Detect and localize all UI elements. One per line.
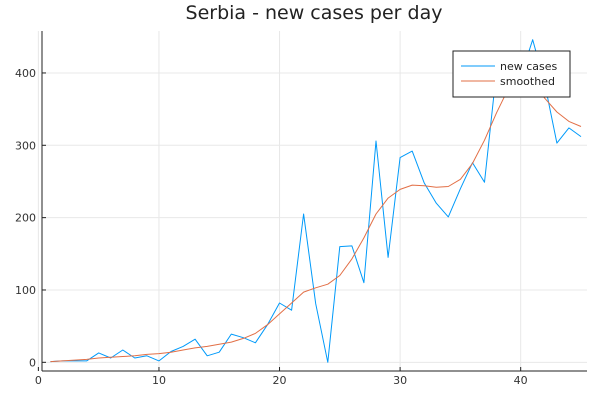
x-tick-label: 10	[152, 374, 166, 387]
x-tick-label: 20	[273, 374, 287, 387]
axes	[41, 31, 587, 372]
x-ticks: 0 10 20 30 40	[35, 367, 528, 387]
y-tick-label: 400	[15, 67, 36, 80]
series-layer	[50, 39, 582, 363]
y-tick-label: 300	[15, 139, 36, 152]
y-ticks: 0 100 200 300 400	[15, 67, 46, 369]
legend-label-new-cases: new cases	[500, 60, 558, 73]
series-line-new-cases	[50, 39, 582, 363]
legend-box	[452, 50, 571, 98]
chart-title: Serbia - new cases per day	[186, 2, 443, 24]
y-tick-label: 200	[15, 212, 36, 225]
y-tick-label: 100	[15, 284, 36, 297]
legend: new cases smoothed	[452, 50, 571, 98]
series-line-smoothed	[50, 73, 582, 363]
y-tick-label: 0	[29, 356, 36, 369]
x-tick-label: 30	[393, 374, 407, 387]
x-tick-label: 40	[514, 374, 528, 387]
x-tick-label: 0	[35, 374, 42, 387]
legend-label-smoothed: smoothed	[500, 75, 555, 88]
